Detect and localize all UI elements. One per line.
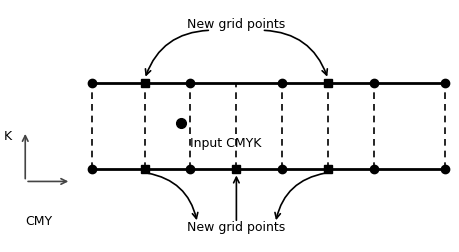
Text: Input CMYK: Input CMYK [190,137,262,150]
Text: K: K [3,130,11,143]
Text: New grid points: New grid points [187,18,285,31]
Text: New grid points: New grid points [187,221,285,234]
Text: CMY: CMY [25,215,53,228]
